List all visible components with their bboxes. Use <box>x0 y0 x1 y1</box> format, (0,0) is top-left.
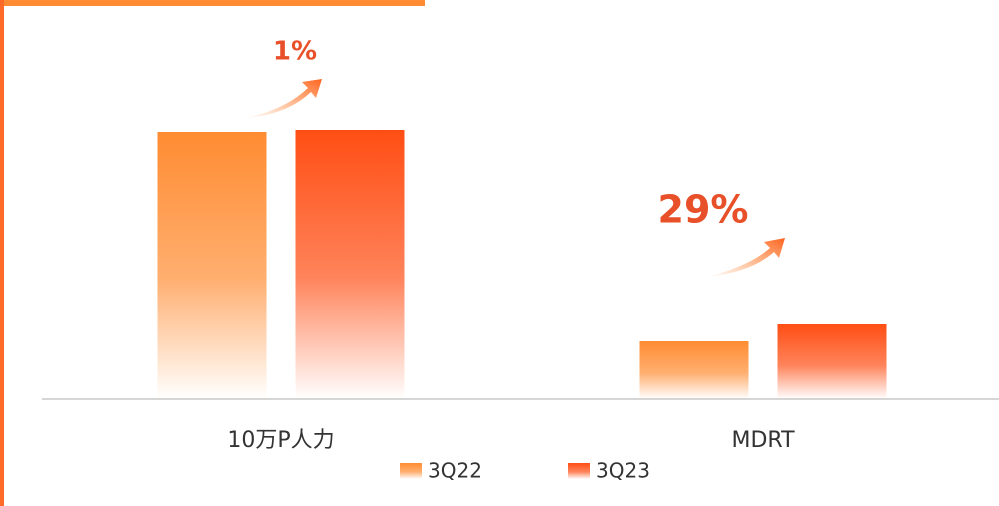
annotation: 1% <box>273 37 317 67</box>
x-tick-label: MDRT <box>731 428 795 453</box>
bar <box>639 341 749 399</box>
bar <box>777 324 887 399</box>
bar <box>295 130 405 399</box>
arrow <box>707 238 785 277</box>
arrow <box>245 79 322 118</box>
top-accent <box>0 0 425 6</box>
legend-label: 3Q22 <box>428 459 482 483</box>
legend-swatch <box>568 463 590 479</box>
legend-swatch <box>400 463 422 479</box>
legend-label: 3Q23 <box>596 459 650 483</box>
bar <box>157 132 267 399</box>
left-accent <box>0 0 4 506</box>
x-tick-label: 10万P人力 <box>227 428 334 453</box>
annotation: 29% <box>658 188 749 232</box>
